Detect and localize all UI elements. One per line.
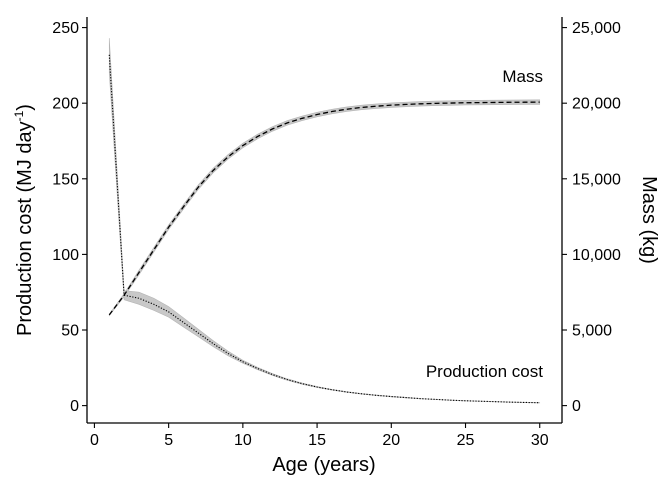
y-left-tick-label: 150 [52,171,79,188]
production-cost-line [108,54,540,404]
y-left-tick-label: 100 [52,247,79,264]
y-right-tick-label: 5,000 [572,323,612,340]
y-left-tick-label: 250 [52,20,79,37]
y-left-tick-label: 50 [61,323,79,340]
mass-band [108,99,541,317]
annotation-mass: Mass [502,67,543,86]
y-right-axis-title: Mass (kg) [638,176,660,264]
mass-line [108,101,540,316]
ticks: 0 5 10 15 20 25 30 0 50 100 150 200 250 0 5,000 10,000 1… [52,20,621,449]
y-right-tick-label: 15,000 [572,171,621,188]
x-tick-label: 20 [382,432,400,449]
y-left-axis-title: Production cost (MJ day-1) [12,104,36,336]
x-tick-label: 30 [531,432,549,449]
y-left-axis-title-main: Production cost (MJ day [14,121,36,336]
x-tick-label: 5 [164,432,173,449]
y-left-tick-label: 0 [70,398,79,415]
axes [86,17,563,424]
series-lines [108,54,540,404]
y-left-axis-title-superscript: -1 [12,110,26,121]
production-cost-band [108,38,541,404]
x-tick-label: 0 [90,432,99,449]
y-left-tick-label: 200 [52,96,79,113]
y-left-axis-title-suffix: ) [14,104,36,111]
y-right-tick-label: 25,000 [572,20,621,37]
y-right-tick-label: 10,000 [572,247,621,264]
x-tick-label: 25 [457,432,475,449]
x-axis-title: Age (years) [272,454,375,476]
x-tick-label: 15 [308,432,326,449]
y-right-tick-label: 0 [572,398,581,415]
y-right-tick-label: 20,000 [572,96,621,113]
annotation-production-cost: Production cost [426,362,543,381]
uncertainty-bands [108,38,541,404]
x-tick-label: 10 [234,432,252,449]
